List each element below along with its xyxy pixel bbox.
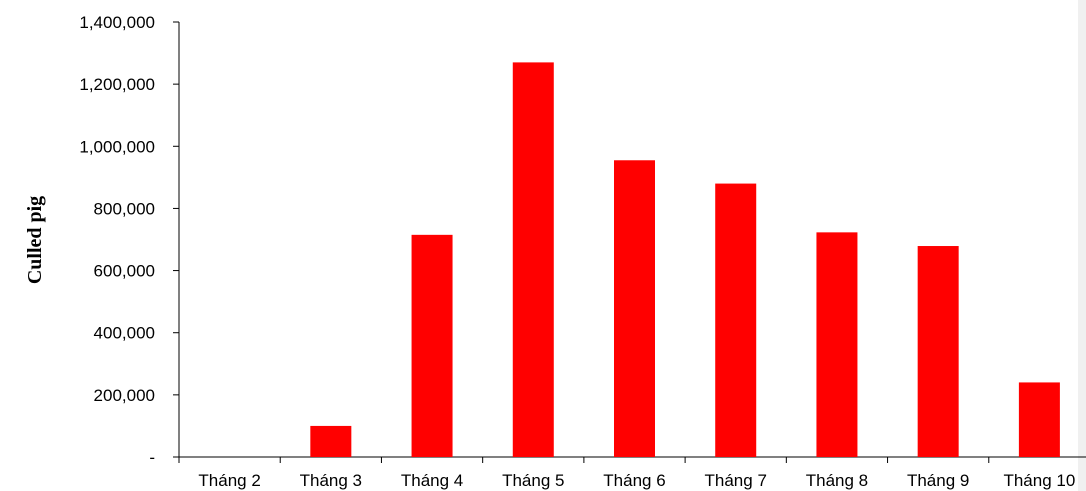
bar [512,62,554,458]
bar [917,246,959,457]
bar [715,183,757,458]
x-tick-label: Tháng 5 [502,471,564,490]
x-tick-label: Tháng 6 [603,471,665,490]
y-tick-label: 600,000 [94,262,155,281]
bar [1018,382,1060,457]
bar [411,234,453,457]
x-tick-label: Tháng 4 [401,471,463,490]
x-tick-label: Tháng 7 [705,471,767,490]
y-tick-label: 1,000,000 [79,137,155,156]
bar [310,425,352,457]
x-tick-label: Tháng 8 [806,471,868,490]
x-tick-label: Tháng 2 [198,471,260,490]
y-tick-label: 400,000 [94,324,155,343]
bar [816,232,858,457]
y-tick-label: 800,000 [94,199,155,218]
y-tick-label: 1,200,000 [79,75,155,94]
y-axis-label: Culled pig [24,196,46,284]
bars [310,62,1060,458]
x-tick-label: Tháng 9 [907,471,969,490]
x-axis: Tháng 2 Tháng 3 Tháng 4 Tháng 5 Tháng 6 Tháng… [178,456,1086,490]
x-tick-label: Tháng 10 [1003,471,1075,490]
y-tick-label: 200,000 [94,386,155,405]
y-tick-label: 1,400,000 [79,13,155,32]
y-tick-label: - [149,448,155,467]
y-axis: - 200,000 400,000 600,000 800,000 1,000,000 1,… [79,13,180,467]
bar [614,160,655,457]
x-tick-label: Tháng 3 [300,471,362,490]
right-edge-shade [1078,0,1086,491]
